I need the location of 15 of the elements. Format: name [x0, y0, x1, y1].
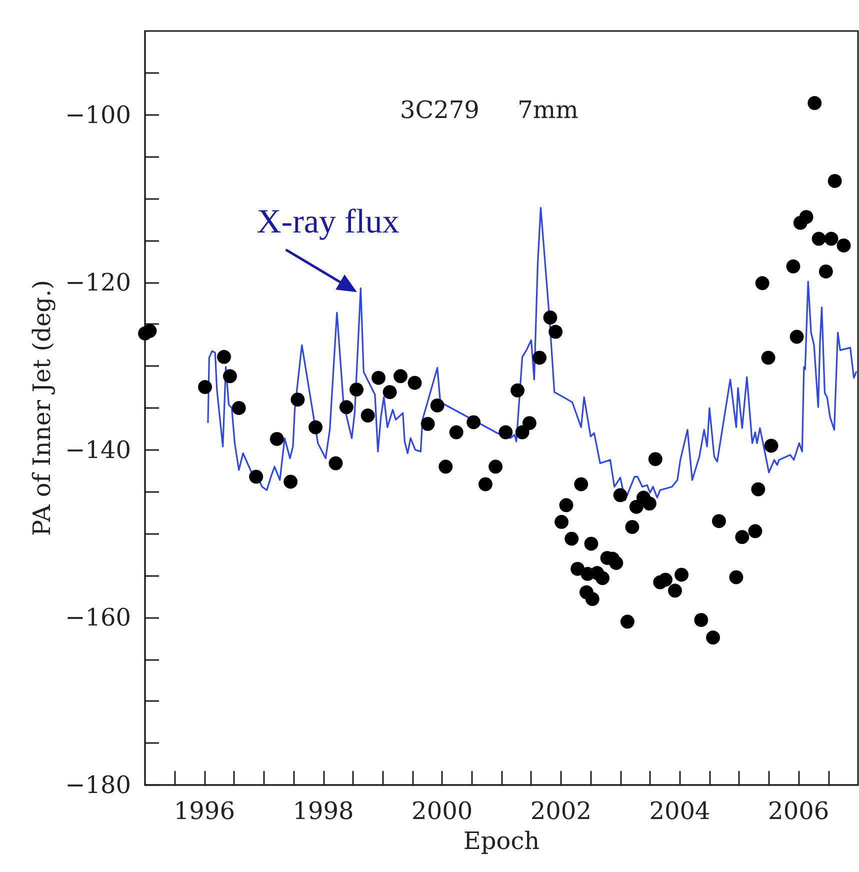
annotation: X-ray flux	[256, 204, 400, 241]
y-tick-label: −180	[65, 771, 131, 799]
y-tick-label: −160	[65, 603, 131, 632]
y-tick-label: −120	[65, 268, 131, 296]
x-tick-label: 2004	[649, 797, 710, 825]
x-tick-label: 2006	[768, 797, 830, 825]
y-tick-label: −100	[65, 100, 131, 129]
x-tick-label: 2002	[530, 797, 592, 825]
x-tick-label: 1998	[292, 797, 354, 825]
x-tick-label: 2000	[412, 797, 473, 825]
y-axis-title: PA of Inner Jet (deg.)	[28, 280, 56, 536]
y-tick-label: −140	[65, 436, 131, 464]
x-tick-label: 1996	[174, 797, 235, 825]
annotation: 3C279 7mm	[400, 96, 579, 124]
x-axis-title: Epoch	[463, 827, 540, 855]
